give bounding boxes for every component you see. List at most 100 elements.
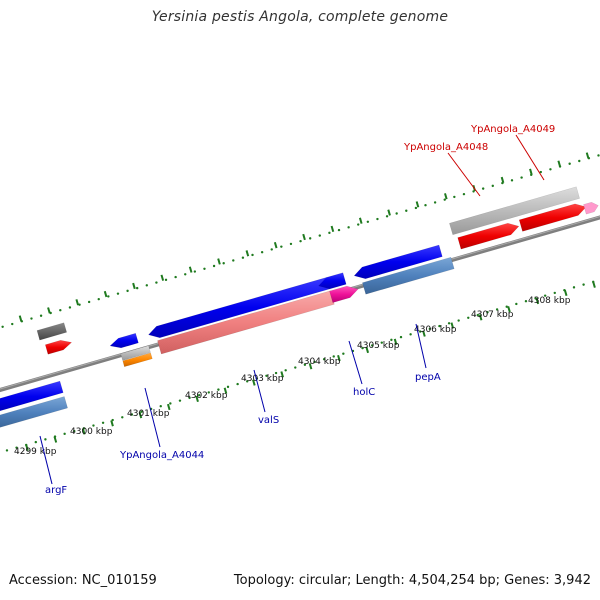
guide-tick	[252, 379, 256, 386]
gene-argF-blue	[0, 380, 64, 412]
guide-dot	[68, 306, 72, 309]
guide-dot	[395, 212, 398, 215]
guide-tick	[25, 444, 29, 451]
gene-A4049-red	[518, 203, 587, 232]
guide-tick	[81, 428, 86, 435]
guide-dot	[284, 369, 287, 372]
guide-dot	[332, 355, 335, 358]
guide-dot	[78, 303, 81, 306]
guide-dot	[337, 228, 341, 232]
guide-dot	[481, 187, 485, 190]
guide-dot	[462, 192, 466, 196]
guide-dot	[447, 322, 451, 325]
guide-dot	[15, 446, 18, 449]
guide-dot	[322, 358, 326, 361]
guide-dot	[539, 170, 543, 174]
guide-dot	[578, 159, 581, 163]
guide-dot	[107, 295, 110, 298]
guide-dot	[44, 438, 47, 441]
guide-dot	[164, 278, 168, 282]
guide-dot	[260, 250, 264, 254]
guide-dot	[135, 286, 139, 290]
guide-dot	[572, 286, 576, 289]
guide-dot	[193, 270, 197, 273]
tick-label-4304: 4304 kbp	[298, 357, 341, 367]
guide-dot	[178, 399, 182, 402]
guide-tick	[273, 242, 278, 249]
leader-YpAngola_A4044	[144, 387, 161, 448]
guide-dot	[467, 316, 470, 319]
guide-dot	[597, 154, 600, 157]
guide-dot	[39, 314, 43, 317]
guide-tick	[422, 330, 426, 337]
tick-label-4303: 4303 kbp	[241, 374, 284, 384]
guide-tick	[166, 403, 171, 411]
guide-dot	[553, 291, 556, 295]
guide-dot	[491, 184, 494, 188]
accession-text: Accession: NC_010159	[9, 573, 157, 588]
guide-tick	[132, 282, 136, 290]
guide-dot	[419, 330, 422, 333]
guide-dot	[405, 209, 408, 212]
guide-dot	[303, 363, 307, 366]
guide-dot	[246, 380, 249, 383]
guide-dot	[212, 264, 216, 268]
guide-dot	[197, 393, 201, 397]
guide-dot	[366, 220, 370, 223]
gene-dark-box	[36, 322, 68, 341]
gene-label-argF: argF	[45, 485, 67, 496]
gene-pepA-blue	[353, 244, 443, 279]
tick-label-4306: 4306 kbp	[414, 325, 457, 335]
gene-red-small	[44, 340, 73, 355]
guide-dot	[159, 405, 162, 408]
guide-tick	[160, 274, 165, 281]
guide-dot	[130, 413, 134, 416]
gene-label-YpAngola_A4049: YpAngola_A4049	[470, 124, 555, 135]
guide-dot	[174, 275, 177, 279]
guide-dot	[236, 382, 239, 386]
tick-label-4302: 4302 kbp	[185, 391, 228, 401]
guide-dot	[169, 402, 172, 405]
gene-holC-magenta	[329, 285, 359, 303]
guide-dot	[63, 432, 66, 436]
guide-dot	[543, 294, 547, 297]
guide-dot	[476, 313, 480, 317]
guide-dot	[357, 223, 360, 226]
leader-pepA	[415, 323, 427, 369]
guide-dot	[495, 308, 499, 311]
guide-tick	[500, 176, 505, 184]
guide-dot	[5, 449, 9, 452]
gene-pepA-steel	[362, 256, 455, 295]
guide-dot	[11, 322, 14, 326]
guide-dot	[294, 366, 297, 369]
guide-dot	[140, 410, 143, 413]
guide-tick	[444, 193, 448, 200]
guide-dot	[97, 297, 100, 301]
guide-dot	[101, 421, 105, 424]
guide-tick	[557, 160, 562, 167]
guide-tick	[245, 250, 250, 257]
guide-tick	[280, 371, 284, 378]
gene-label-YpAngola_A4048: YpAngola_A4048	[403, 142, 488, 153]
guide-tick	[47, 307, 51, 314]
guide-tick	[592, 281, 596, 288]
guide-dot	[270, 248, 273, 251]
guide-tick	[585, 152, 590, 159]
leader-YpAngola_A4049	[515, 134, 545, 181]
guide-dot	[1, 325, 4, 329]
guide-tick	[365, 346, 370, 354]
leader-valS	[253, 369, 266, 413]
tick-label-4299: 4299 kbp	[14, 447, 57, 457]
guide-dot	[265, 374, 268, 378]
guide-tick	[223, 387, 228, 394]
guide-dot	[184, 273, 187, 276]
gene-label-valS: valS	[258, 415, 279, 426]
guide-tick	[563, 289, 568, 297]
guide-dot	[399, 335, 403, 339]
guide-dot	[549, 168, 552, 171]
guide-dot	[347, 226, 350, 229]
guide-tick	[103, 290, 108, 298]
guide-dot	[328, 231, 331, 235]
guide-dot	[505, 305, 508, 308]
